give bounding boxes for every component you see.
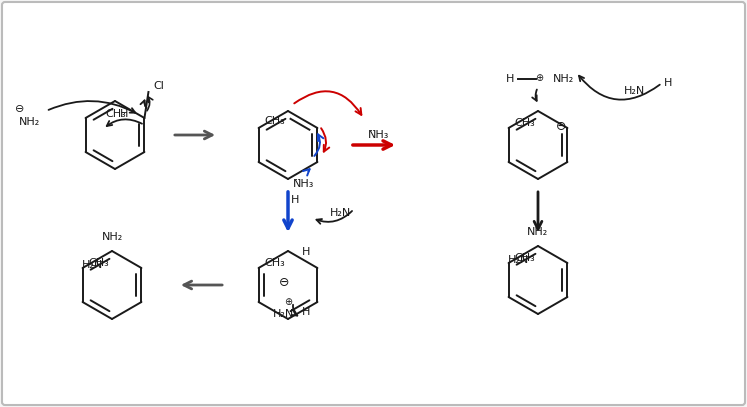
Text: Cl: Cl [153,81,164,91]
Text: H: H [664,78,672,88]
FancyArrowPatch shape [579,76,660,100]
Text: CH₃: CH₃ [264,258,285,268]
Text: ⊖: ⊖ [15,104,25,114]
Text: H₂N: H₂N [82,260,103,270]
Text: ⊕: ⊕ [285,297,293,307]
Text: CH₃: CH₃ [264,116,285,126]
FancyArrowPatch shape [303,169,309,175]
Text: NH₂: NH₂ [102,232,123,242]
FancyArrowPatch shape [147,97,153,111]
Text: N̈H₃: N̈H₃ [368,130,389,140]
Text: H₂N: H₂N [508,255,530,265]
FancyArrowPatch shape [292,305,297,315]
FancyArrowPatch shape [140,101,146,108]
Text: ⊕: ⊕ [535,73,543,83]
Text: CH₃: CH₃ [515,118,536,128]
Text: ⊖: ⊖ [279,276,289,289]
FancyArrowPatch shape [294,91,362,115]
Text: ⊖: ⊖ [557,120,567,133]
FancyArrowPatch shape [321,128,329,152]
Text: NH₂: NH₂ [553,74,574,84]
Text: CH₃: CH₃ [515,253,536,263]
FancyArrowPatch shape [314,134,323,156]
Text: H₂N: H₂N [624,86,645,96]
FancyArrowPatch shape [532,90,537,101]
FancyArrowPatch shape [49,101,135,113]
Text: H: H [303,247,311,257]
Text: H₂N: H₂N [273,309,294,319]
Text: H: H [291,195,300,205]
Text: NH₂: NH₂ [527,227,548,237]
Text: NH₂: NH₂ [19,117,40,127]
Text: H: H [120,109,128,119]
Text: H: H [303,307,311,317]
Text: H: H [506,74,514,84]
FancyArrowPatch shape [317,211,352,224]
Text: CH₃: CH₃ [89,258,109,268]
FancyArrowPatch shape [107,119,142,126]
Text: H₂N: H₂N [330,208,351,218]
Text: N̈H₃: N̈H₃ [293,179,314,189]
Text: CH₃: CH₃ [105,109,126,119]
